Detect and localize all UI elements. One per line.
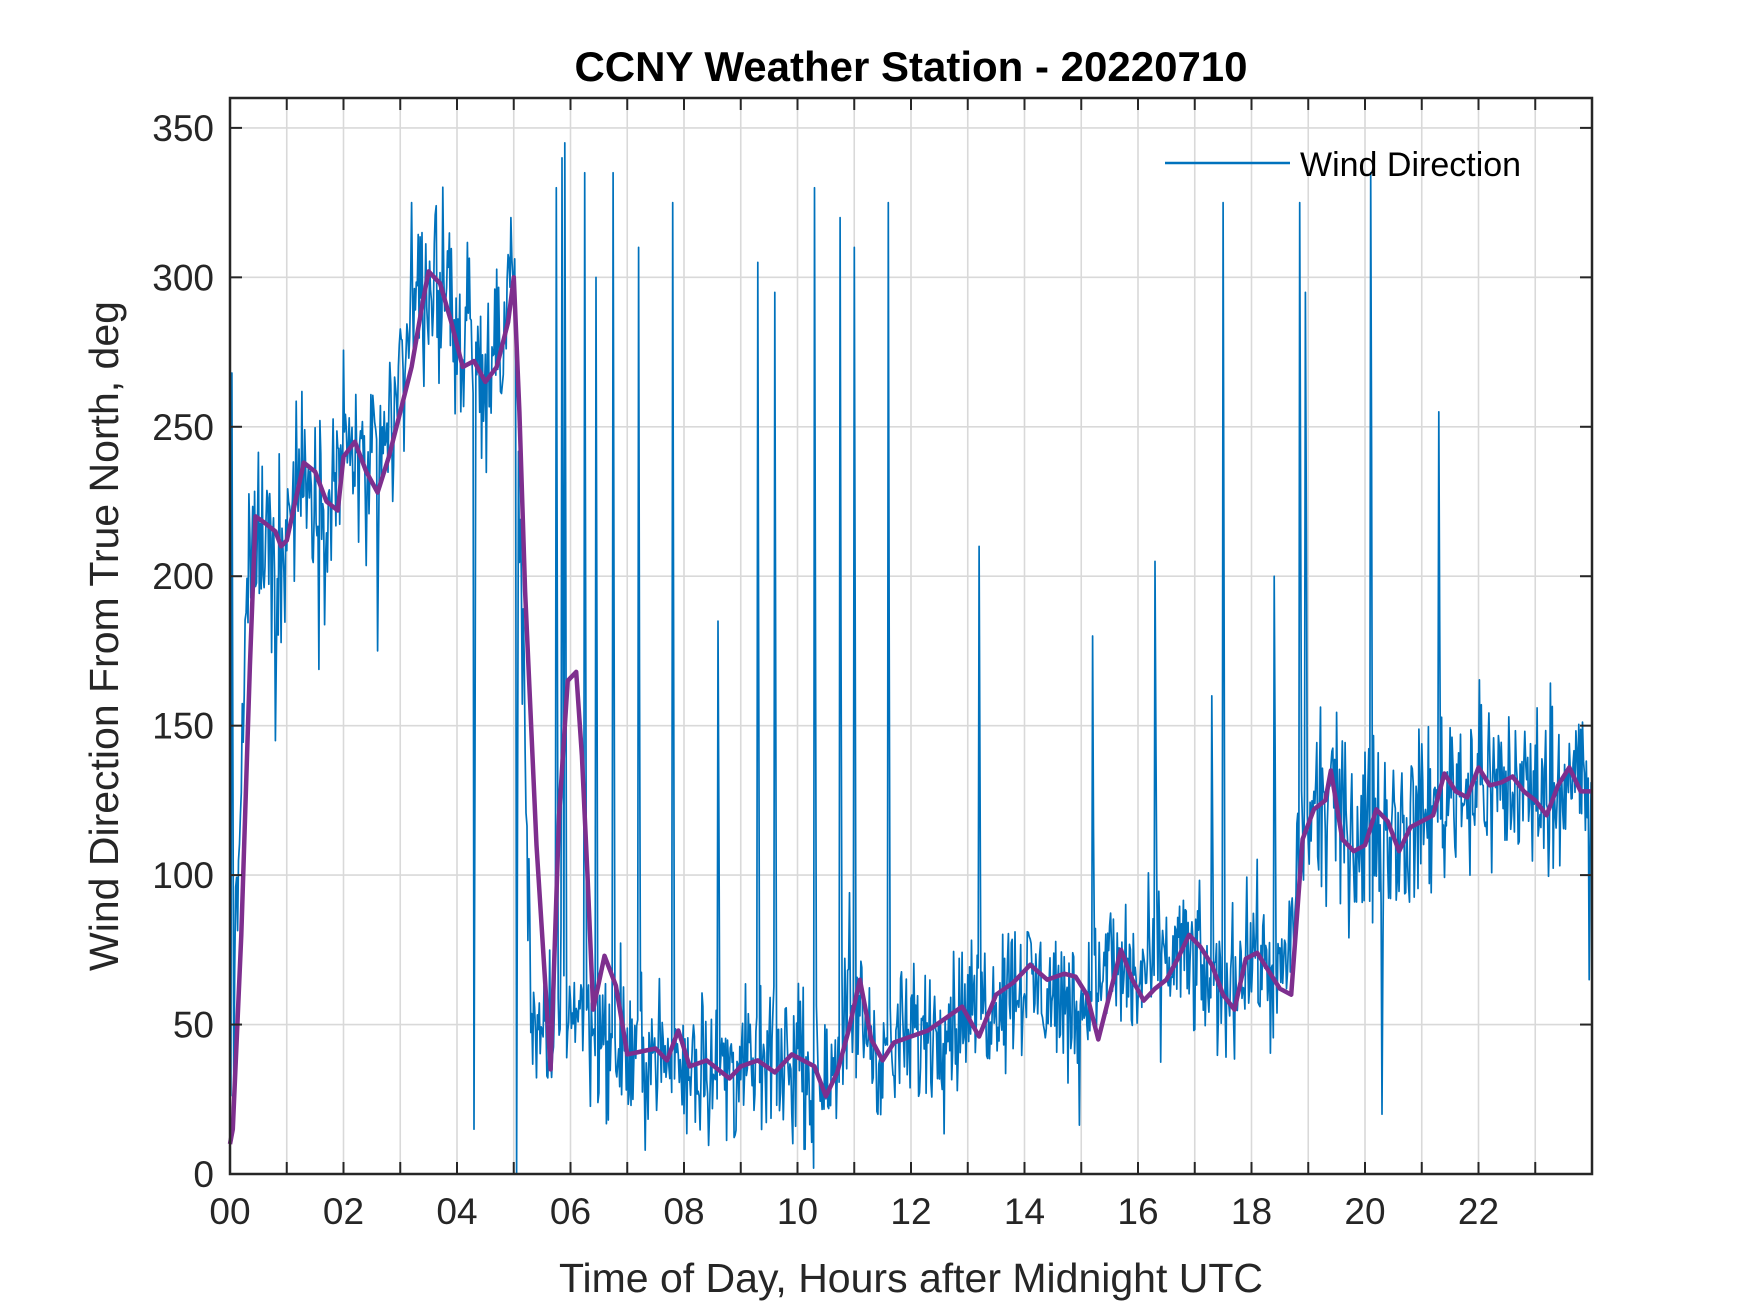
y-tick-label: 200 xyxy=(152,556,214,597)
x-tick-label: 04 xyxy=(436,1191,477,1232)
legend-label-wind-direction: Wind Direction xyxy=(1300,146,1521,184)
y-tick-label: 300 xyxy=(152,257,214,298)
y-tick-label: 350 xyxy=(152,108,214,149)
series-line-smoothed xyxy=(227,269,1592,1145)
x-tick-label: 20 xyxy=(1344,1191,1385,1232)
y-tick-label: 250 xyxy=(152,407,214,448)
x-tick-label: 16 xyxy=(1117,1191,1158,1232)
axes xyxy=(228,96,1594,1176)
series-line-wind-direction xyxy=(229,141,1593,1175)
y-axis-title: Wind Direction From True North, deg xyxy=(81,301,127,971)
y-tick-label: 50 xyxy=(173,1005,214,1046)
legend: Wind Direction xyxy=(1165,146,1521,184)
x-tick-label: 02 xyxy=(323,1191,364,1232)
tick-labels: 00 02 04 06 08 10 12 14 16 18 20 22 0 50 100 150 200 250 3… xyxy=(152,108,1499,1232)
series-layer xyxy=(227,141,1593,1175)
y-tick-label: 100 xyxy=(152,855,214,896)
x-tick-label: 14 xyxy=(1004,1191,1045,1232)
x-axis-title: Time of Day, Hours after Midnight UTC xyxy=(559,1255,1263,1301)
y-tick-label: 150 xyxy=(152,706,214,747)
chart-title: CCNY Weather Station - 20220710 xyxy=(574,43,1247,90)
x-tick-label: 08 xyxy=(663,1191,704,1232)
x-tick-label: 10 xyxy=(777,1191,818,1232)
x-tick-label: 18 xyxy=(1231,1191,1272,1232)
x-tick-label: 12 xyxy=(890,1191,931,1232)
y-tick-label: 0 xyxy=(193,1154,214,1195)
x-tick-label: 06 xyxy=(550,1191,591,1232)
x-tick-label: 22 xyxy=(1458,1191,1499,1232)
x-tick-label: 00 xyxy=(209,1191,250,1232)
